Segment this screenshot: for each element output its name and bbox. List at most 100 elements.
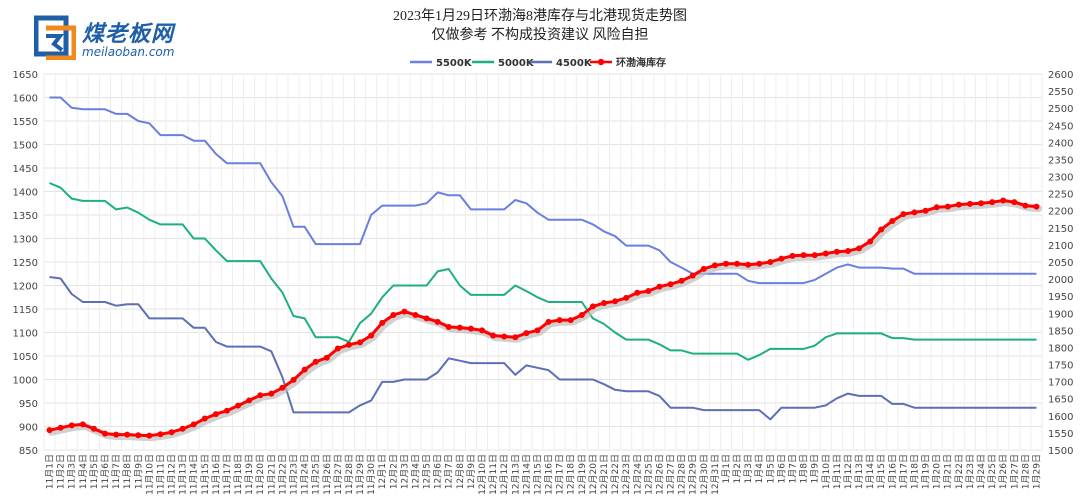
right-tick-label: 2200 bbox=[1048, 207, 1073, 218]
series-point bbox=[1022, 202, 1029, 209]
series-point bbox=[545, 318, 552, 325]
left-tick-label: 1400 bbox=[13, 188, 38, 199]
left-tick-label: 1350 bbox=[13, 211, 38, 222]
series-point bbox=[1033, 203, 1040, 210]
series-point bbox=[124, 431, 131, 438]
right-tick-label: 1950 bbox=[1048, 292, 1073, 303]
x-tick-label: 12月25日 bbox=[643, 454, 654, 495]
x-tick-label: 12月31日 bbox=[710, 454, 721, 495]
x-tick-label: 12月13日 bbox=[510, 454, 521, 495]
x-tick-label: 12月14日 bbox=[521, 454, 532, 495]
right-tick-label: 1650 bbox=[1048, 395, 1073, 406]
series-point bbox=[745, 261, 752, 268]
series-point bbox=[756, 260, 763, 267]
series-point bbox=[656, 283, 663, 290]
left-tick-label: 1050 bbox=[13, 352, 38, 363]
series-point bbox=[201, 415, 208, 422]
series-point bbox=[778, 255, 785, 262]
x-tick-label: 1月20日 bbox=[932, 454, 943, 489]
logo-mark-icon bbox=[33, 15, 77, 61]
x-tick-label: 12月1日 bbox=[377, 454, 388, 489]
right-tick-label: 2050 bbox=[1048, 258, 1073, 269]
series-point bbox=[523, 330, 530, 337]
x-tick-label: 12月21日 bbox=[599, 454, 610, 495]
left-tick-label: 1150 bbox=[13, 305, 38, 316]
x-tick-label: 11月16日 bbox=[211, 454, 222, 495]
x-tick-label: 12月18日 bbox=[566, 454, 577, 495]
series-point bbox=[567, 317, 574, 324]
series-point bbox=[911, 209, 918, 216]
x-tick-label: 11月4日 bbox=[78, 454, 89, 489]
right-tick-label: 1900 bbox=[1048, 309, 1073, 320]
series-point bbox=[767, 259, 774, 265]
left-tick-label: 1450 bbox=[13, 164, 38, 175]
right-tick-label: 2600 bbox=[1048, 70, 1073, 81]
x-tick-label: 12月2日 bbox=[388, 454, 399, 489]
x-tick-label: 1月25日 bbox=[987, 454, 998, 489]
series-point bbox=[878, 226, 885, 233]
series-point bbox=[589, 303, 596, 310]
series-point bbox=[279, 384, 286, 391]
x-tick-label: 12月7日 bbox=[444, 454, 455, 489]
left-tick-label: 1650 bbox=[13, 70, 38, 81]
series-layer bbox=[46, 96, 1042, 442]
right-tick-label: 2250 bbox=[1048, 190, 1073, 201]
right-tick-label: 2100 bbox=[1048, 241, 1073, 252]
series-point bbox=[811, 252, 818, 259]
x-tick-label: 1月3日 bbox=[743, 454, 754, 483]
x-tick-label: 11月12日 bbox=[167, 454, 178, 495]
series-point bbox=[101, 430, 108, 437]
series-point bbox=[168, 429, 175, 436]
x-tick-label: 12月4日 bbox=[410, 454, 421, 489]
x-tick-label: 11月29日 bbox=[355, 454, 366, 495]
legend-label: 4500K bbox=[556, 58, 593, 69]
right-tick-label: 2350 bbox=[1048, 155, 1073, 166]
x-tick-label: 12月3日 bbox=[399, 454, 410, 489]
left-tick-label: 900 bbox=[19, 423, 38, 434]
series-point bbox=[179, 425, 186, 432]
x-tick-label: 11月5日 bbox=[89, 454, 100, 489]
series-point bbox=[689, 272, 696, 279]
series-point bbox=[600, 300, 607, 307]
series-line bbox=[49, 96, 1037, 285]
x-tick-label: 11月27日 bbox=[333, 454, 344, 495]
series-point bbox=[678, 277, 685, 284]
x-tick-label: 12月27日 bbox=[666, 454, 677, 495]
legend-label: 5000K bbox=[498, 58, 535, 69]
series-point bbox=[534, 327, 541, 334]
x-tick-label: 1月21日 bbox=[943, 454, 954, 489]
series-point bbox=[334, 345, 341, 352]
x-tick-label: 1月24日 bbox=[976, 454, 987, 489]
x-tick-label: 11月1日 bbox=[45, 454, 56, 489]
x-tick-label: 1月7日 bbox=[788, 454, 799, 483]
x-tick-label: 11月24日 bbox=[300, 454, 311, 495]
x-tick-label: 12月12日 bbox=[499, 454, 510, 495]
logo: 煤老板网 meilaoban.com bbox=[33, 14, 234, 64]
legend-label: 5500K bbox=[436, 58, 473, 69]
series-point bbox=[90, 425, 97, 432]
x-tick-label: 12月19日 bbox=[577, 454, 588, 495]
right-tick-label: 2150 bbox=[1048, 224, 1073, 235]
x-tick-label: 12月20日 bbox=[588, 454, 599, 495]
series-point bbox=[789, 252, 796, 259]
right-tick-label: 2550 bbox=[1048, 87, 1073, 98]
x-tick-label: 12月16日 bbox=[544, 454, 555, 495]
x-tick-label: 11月20日 bbox=[255, 454, 266, 495]
right-axis-ticks: 1500 1550 1600 1650 1700 1750 1800 1850 1900 1950… bbox=[1048, 70, 1073, 457]
series-point bbox=[412, 311, 419, 318]
right-tick-label: 2500 bbox=[1048, 104, 1073, 115]
series-point bbox=[833, 248, 840, 255]
series-point bbox=[1011, 199, 1018, 206]
series-point bbox=[578, 311, 585, 318]
series-point bbox=[68, 422, 75, 429]
x-tick-label: 11月25日 bbox=[311, 454, 322, 495]
x-tick-label: 11月21日 bbox=[266, 454, 277, 495]
x-tick-label: 1月12日 bbox=[843, 454, 854, 489]
series-point bbox=[479, 327, 486, 334]
left-tick-label: 1000 bbox=[13, 376, 38, 387]
series-point bbox=[445, 323, 452, 330]
series-point bbox=[390, 311, 397, 318]
series-point bbox=[323, 354, 330, 361]
series-point bbox=[989, 199, 996, 206]
x-tick-label: 11月23日 bbox=[289, 454, 300, 495]
